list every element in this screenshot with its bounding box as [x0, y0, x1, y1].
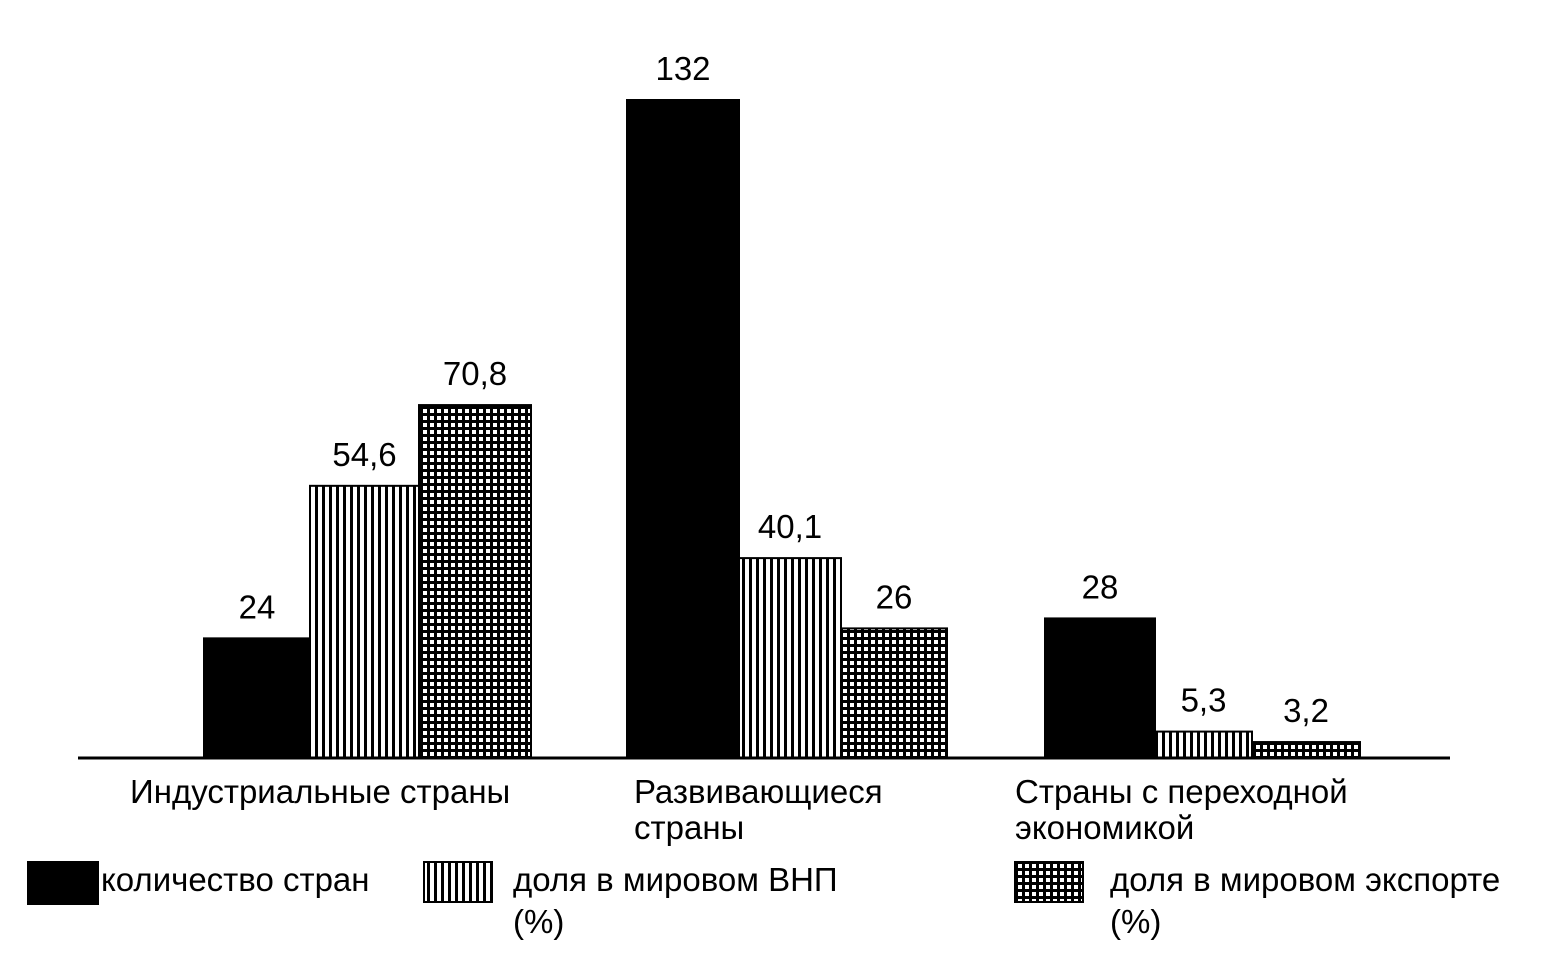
bar-grid-cat2: [840, 627, 948, 759]
legend-swatch-vertical-lines: [423, 861, 493, 903]
category-label: страны: [634, 809, 744, 846]
category-label: Развивающиеся: [634, 773, 883, 810]
bar-vertical-lines-cat2: [738, 557, 842, 760]
category-label: Индустриальные страны: [130, 773, 510, 810]
legend-label: доля в мировом ВНП: [513, 861, 838, 898]
legend-label: (%): [513, 903, 564, 940]
value-label: 26: [876, 578, 913, 615]
value-label: 40,1: [758, 508, 822, 545]
bar-vertical-lines-cat3: [1154, 730, 1253, 760]
bar-solid-cat2: [626, 99, 740, 759]
legend-label: количество стран: [101, 861, 370, 898]
legend-label: доля в мировом экспорте: [1110, 861, 1500, 898]
value-label: 3,2: [1283, 692, 1329, 729]
category-label: Страны с переходной: [1015, 773, 1348, 810]
bar-solid-cat1: [203, 637, 311, 760]
value-label: 5,3: [1181, 682, 1227, 719]
value-label: 24: [239, 588, 276, 625]
legend-label: (%): [1110, 903, 1161, 940]
value-label: 70,8: [443, 355, 507, 392]
bar-vertical-lines-cat1: [309, 484, 420, 759]
bar-grid-cat3: [1251, 741, 1361, 759]
value-label: 28: [1082, 568, 1119, 605]
category-label: экономикой: [1015, 809, 1194, 846]
bar-grid-cat1: [418, 404, 532, 759]
value-label: 54,6: [332, 436, 396, 473]
legend-swatch-grid: [1014, 861, 1084, 903]
value-label: 132: [655, 50, 710, 87]
legend-swatch-solid: [27, 861, 99, 905]
bar-solid-cat3: [1044, 617, 1156, 760]
